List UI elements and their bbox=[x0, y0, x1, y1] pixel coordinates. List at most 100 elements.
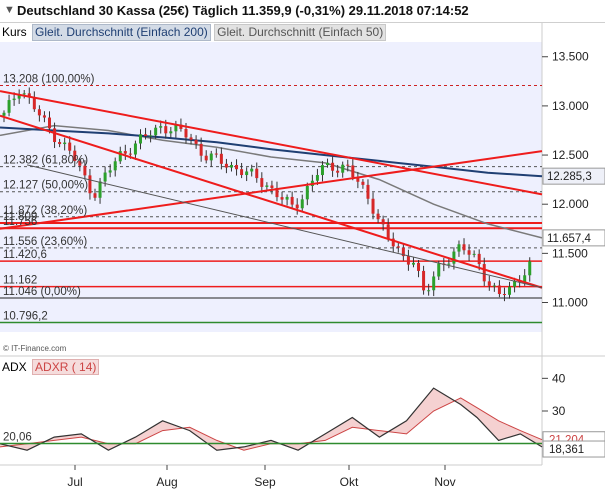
candle-body bbox=[285, 196, 289, 200]
candle-body bbox=[2, 112, 6, 116]
candle-body bbox=[63, 142, 67, 145]
level-label: 11.420,6 bbox=[3, 249, 47, 261]
candle-body bbox=[452, 251, 456, 264]
candle-body bbox=[326, 162, 330, 166]
candle-body bbox=[235, 164, 239, 170]
candles bbox=[2, 87, 532, 302]
candle-body bbox=[457, 244, 461, 252]
candle-body bbox=[482, 264, 486, 282]
candle-body bbox=[275, 188, 279, 198]
candle-body bbox=[396, 246, 400, 248]
trend-lines bbox=[0, 90, 543, 289]
candle-body bbox=[406, 256, 410, 265]
candle-body bbox=[123, 151, 127, 154]
candle-body bbox=[27, 93, 31, 98]
candle-body bbox=[209, 153, 213, 161]
candle-body bbox=[336, 170, 340, 173]
legend-adxr[interactable]: ADXR ( 14) bbox=[32, 359, 100, 375]
price-y-axis: 13.500 13.000 12.500 12.000 11.500 11.000 bbox=[542, 50, 589, 310]
y-tick-label: 13.000 bbox=[552, 99, 589, 113]
adx-y-tick-label: 30 bbox=[552, 404, 566, 418]
candle-body bbox=[245, 171, 249, 176]
last-price-label: 11.657,4 bbox=[547, 233, 592, 245]
candle-body bbox=[376, 213, 380, 220]
candle-body bbox=[194, 139, 198, 144]
candle-body bbox=[133, 143, 137, 155]
candle-body bbox=[381, 219, 385, 225]
candle-body bbox=[214, 153, 218, 155]
candle-body bbox=[169, 131, 173, 134]
credit-label: © IT-Finance.com bbox=[3, 344, 67, 353]
x-tick-label: Jul bbox=[67, 475, 82, 489]
trend-line bbox=[26, 164, 543, 289]
candle-body bbox=[113, 161, 117, 171]
candle-body bbox=[154, 127, 158, 136]
level-label: 11.756 bbox=[3, 216, 37, 228]
candle-body bbox=[32, 97, 36, 110]
adx-line bbox=[0, 387, 543, 451]
candle-body bbox=[513, 280, 517, 287]
candle-body bbox=[68, 142, 72, 151]
candle-body bbox=[528, 261, 532, 276]
moving-averages bbox=[0, 124, 543, 239]
candle-body bbox=[300, 199, 304, 209]
candle-body bbox=[53, 128, 57, 143]
level-label: 10.796,2 bbox=[3, 311, 48, 323]
level-label: 12.127 (50,00%) bbox=[3, 180, 88, 192]
candle-body bbox=[492, 285, 496, 287]
last-price-box bbox=[542, 167, 605, 185]
candle-body bbox=[467, 250, 471, 255]
candle-body bbox=[144, 134, 148, 136]
candle-body bbox=[401, 247, 405, 257]
candle-body bbox=[497, 285, 501, 295]
price-legend: Kurs Gleit. Durchschnitt (Einfach 200) G… bbox=[0, 24, 387, 41]
level-labels: 13.208 (100,00%) 12.382 (61,80%) 12.127 (5… bbox=[3, 73, 95, 322]
legend-ma200[interactable]: Gleit. Durchschnitt (Einfach 200) bbox=[32, 24, 211, 41]
candle-body bbox=[477, 253, 481, 265]
candle-body bbox=[255, 168, 259, 179]
candle-body bbox=[366, 184, 370, 199]
candle-body bbox=[487, 281, 491, 286]
adx-level-label: 20,06 bbox=[3, 431, 32, 443]
candle-body bbox=[523, 275, 527, 282]
collapse-arrow-icon[interactable]: ▼ bbox=[4, 4, 15, 16]
title-bar: ▼ Deutschland 30 Kassa (25€) Täglich 11.… bbox=[0, 0, 605, 23]
candle-body bbox=[361, 181, 365, 185]
candle-body bbox=[128, 153, 132, 155]
candle-body bbox=[199, 143, 203, 156]
candle-body bbox=[204, 155, 208, 161]
candle-body bbox=[290, 196, 294, 205]
legend-ma50[interactable]: Gleit. Durchschnitt (Einfach 50) bbox=[214, 24, 387, 41]
candle-body bbox=[427, 290, 431, 292]
x-tick-label: Okt bbox=[340, 475, 359, 489]
candle-body bbox=[78, 160, 82, 166]
candle-body bbox=[250, 168, 254, 172]
candle-body bbox=[22, 93, 26, 95]
trend-line bbox=[0, 150, 543, 230]
candle-body bbox=[42, 115, 46, 118]
last-price-box bbox=[542, 229, 605, 247]
candle-body bbox=[58, 142, 62, 145]
candle-body bbox=[346, 164, 350, 166]
adx-last-box bbox=[542, 440, 605, 458]
candle-body bbox=[164, 126, 168, 134]
candle-body bbox=[432, 276, 436, 291]
level-label: 11.556 (23,60%) bbox=[3, 236, 87, 248]
legend-kurs[interactable]: Kurs bbox=[2, 25, 27, 39]
candle-body bbox=[356, 177, 360, 182]
candle-body bbox=[331, 162, 335, 171]
candle-body bbox=[351, 165, 355, 178]
y-tick-label: 11.500 bbox=[552, 246, 588, 260]
y-tick-label: 12.500 bbox=[552, 148, 589, 162]
y-tick-label: 11.000 bbox=[552, 296, 588, 310]
legend-adx[interactable]: ADX bbox=[2, 360, 27, 374]
trend-line bbox=[0, 114, 543, 289]
candle-body bbox=[73, 150, 77, 161]
candle-body bbox=[437, 263, 441, 277]
candle-body bbox=[386, 224, 390, 239]
level-label: 11.872 (38,20%) bbox=[3, 205, 87, 217]
candle-body bbox=[508, 286, 512, 295]
candle-body bbox=[149, 135, 153, 137]
y-tick-label: 13.500 bbox=[552, 50, 589, 64]
